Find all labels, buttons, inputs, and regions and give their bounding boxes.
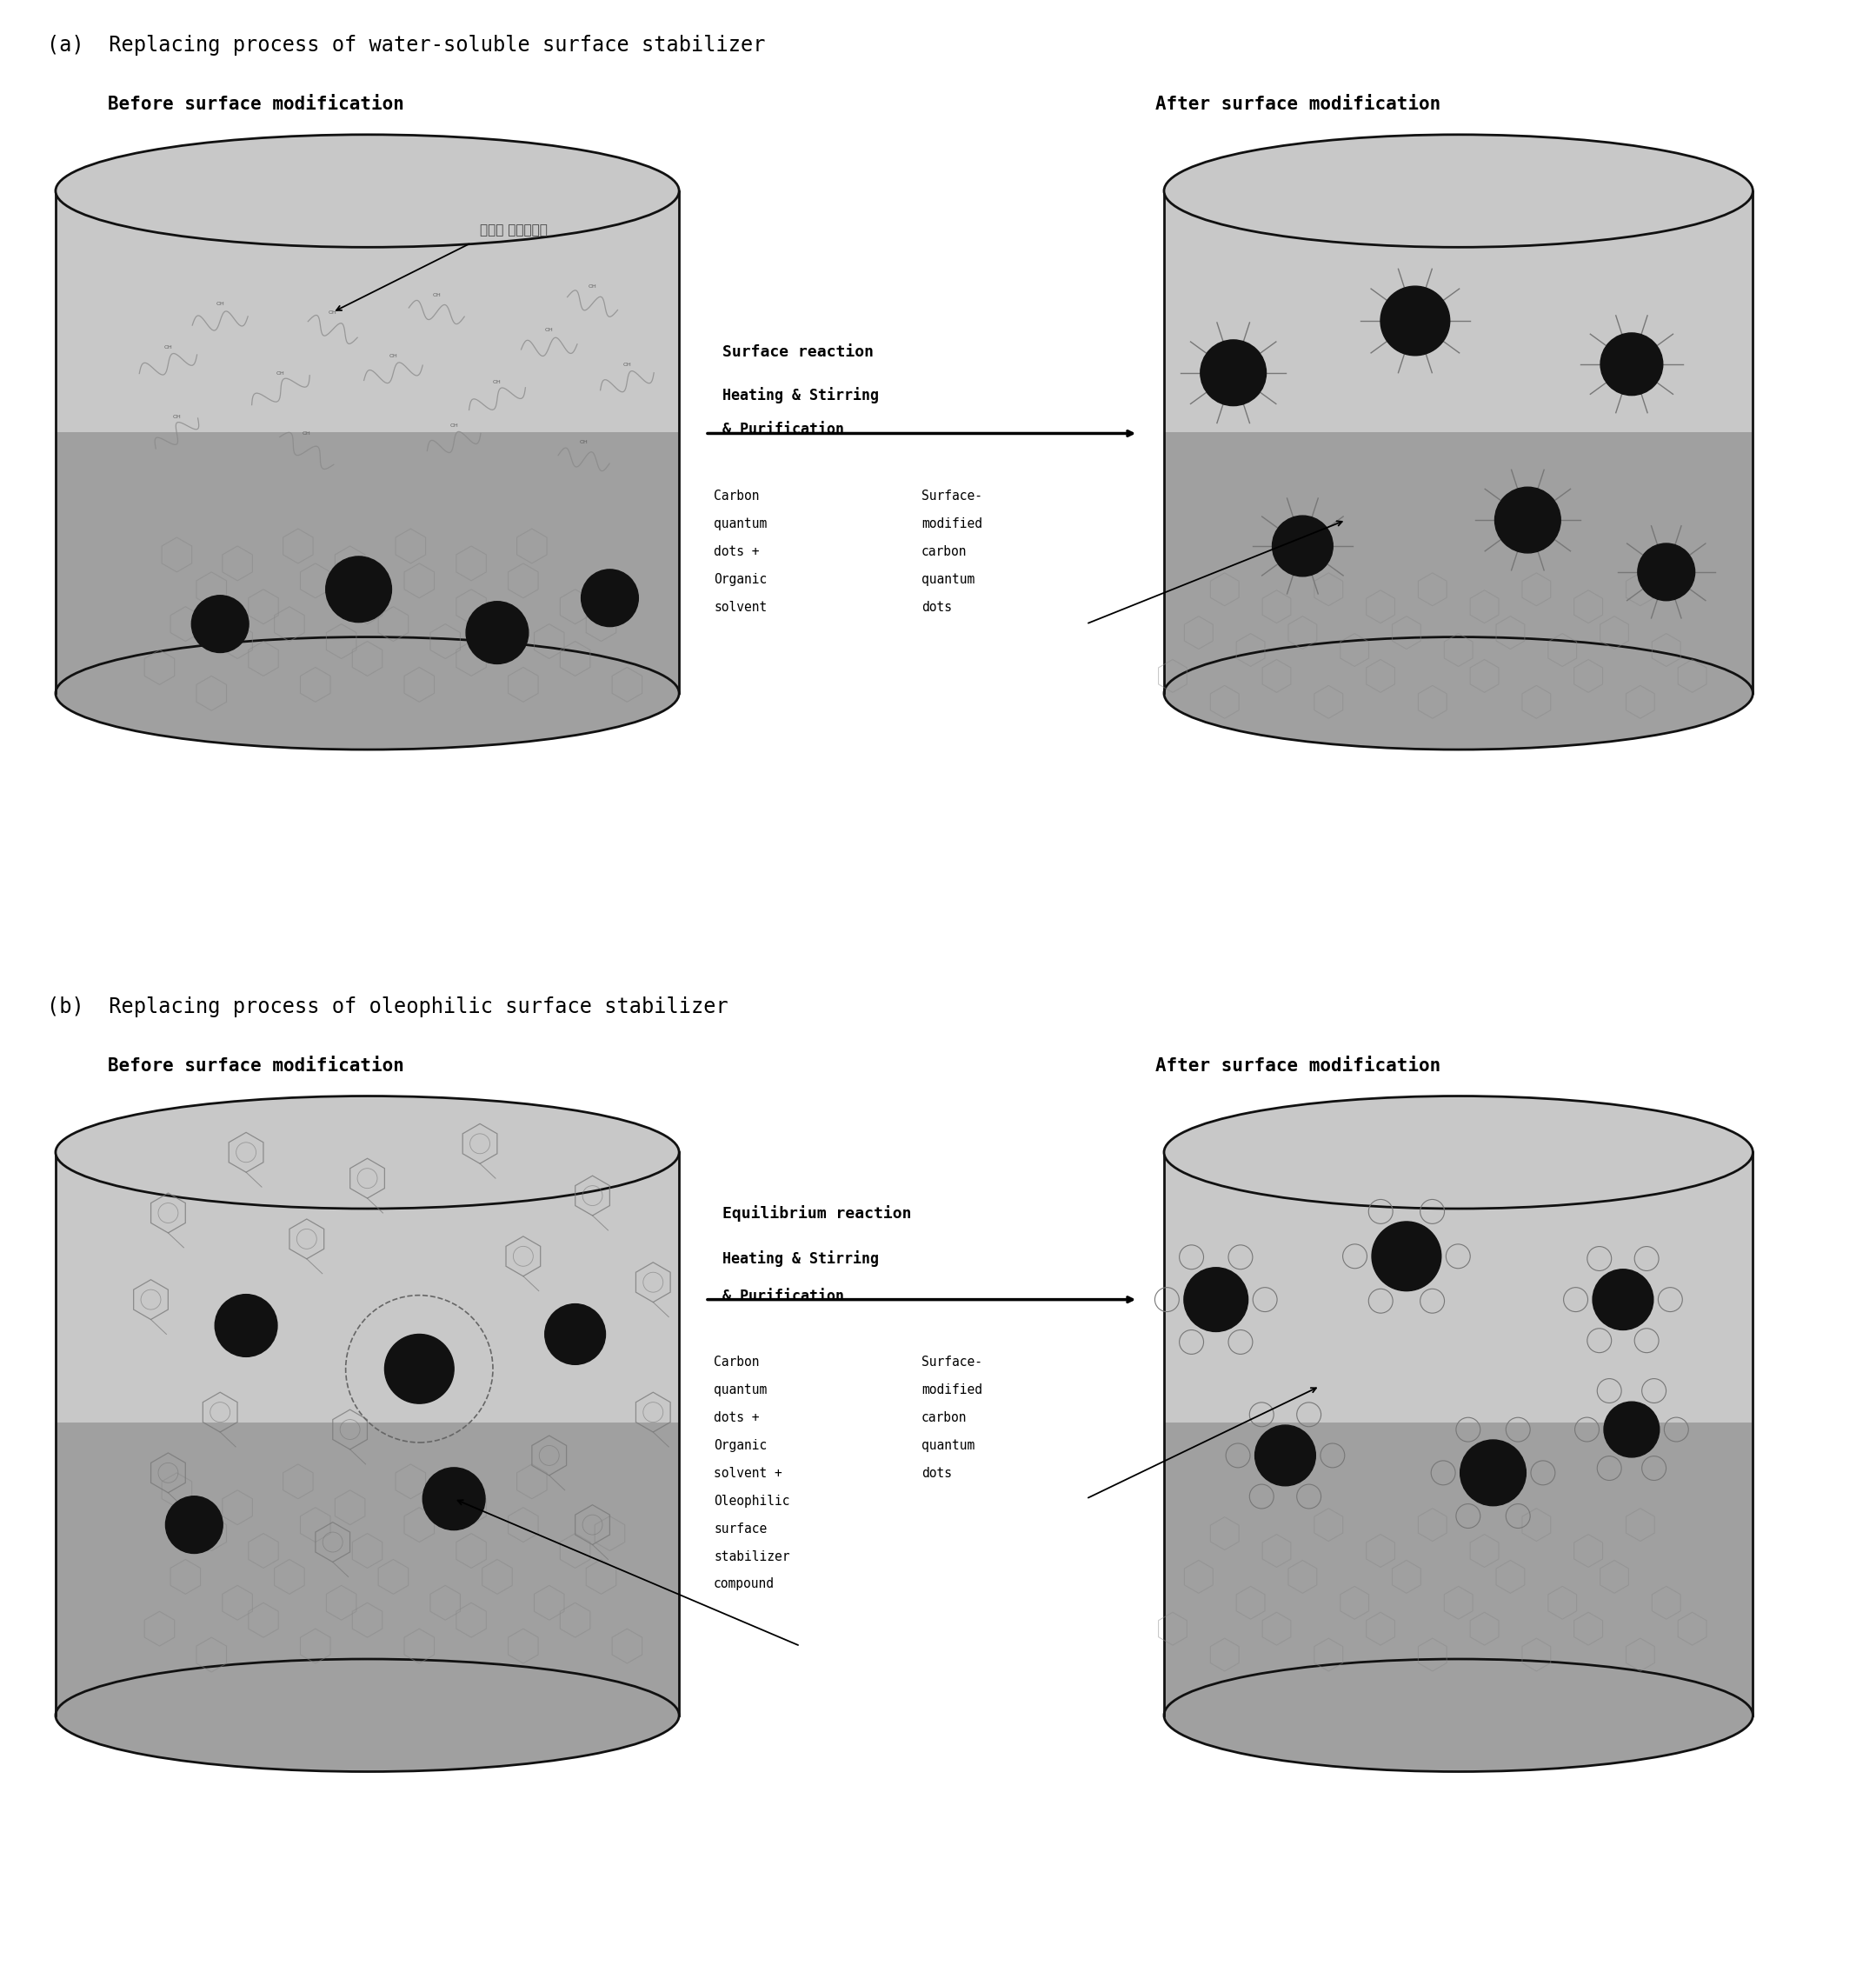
Text: Carbon: Carbon — [713, 489, 760, 503]
Text: OH: OH — [163, 344, 173, 350]
Circle shape — [385, 1334, 454, 1403]
Text: Surface reaction: Surface reaction — [722, 344, 874, 360]
Circle shape — [1184, 1267, 1248, 1332]
Ellipse shape — [56, 135, 679, 247]
Text: OH: OH — [388, 354, 398, 358]
Text: (a)  Replacing process of water-soluble surface stabilizer: (a) Replacing process of water-soluble s… — [47, 36, 765, 55]
Ellipse shape — [1163, 135, 1752, 247]
Ellipse shape — [1163, 1658, 1752, 1771]
Text: modified: modified — [921, 1383, 983, 1397]
Circle shape — [165, 1496, 223, 1554]
Text: dots: dots — [921, 1466, 951, 1480]
Ellipse shape — [56, 1658, 679, 1771]
Text: Surface-: Surface- — [921, 489, 983, 503]
Circle shape — [191, 596, 250, 653]
Text: After surface modification: After surface modification — [1156, 1057, 1441, 1075]
Text: surface: surface — [713, 1522, 767, 1536]
Text: Organic: Organic — [713, 1439, 767, 1453]
Circle shape — [1460, 1441, 1525, 1506]
Circle shape — [216, 1294, 278, 1358]
Text: & Purification: & Purification — [722, 422, 844, 437]
Text: OH: OH — [580, 441, 587, 445]
Text: dots: dots — [921, 600, 951, 613]
Circle shape — [465, 602, 529, 663]
Text: quantum: quantum — [713, 1383, 767, 1397]
Polygon shape — [56, 190, 679, 431]
Polygon shape — [1163, 431, 1752, 693]
Text: solvent: solvent — [713, 600, 767, 613]
Circle shape — [422, 1468, 486, 1530]
Text: OH: OH — [431, 293, 441, 297]
Text: quantum: quantum — [921, 1439, 976, 1453]
Polygon shape — [56, 431, 679, 693]
Text: quantum: quantum — [921, 572, 976, 586]
Ellipse shape — [1163, 1096, 1752, 1209]
Circle shape — [1201, 340, 1266, 406]
Text: Heating & Stirring: Heating & Stirring — [722, 386, 878, 404]
Circle shape — [1495, 487, 1561, 552]
Circle shape — [1272, 517, 1332, 576]
Circle shape — [1593, 1269, 1653, 1330]
Circle shape — [1604, 1401, 1660, 1457]
Text: OH: OH — [544, 329, 553, 332]
Ellipse shape — [1163, 637, 1752, 750]
Circle shape — [326, 556, 392, 621]
Text: Surface-: Surface- — [921, 1356, 983, 1369]
Text: solvent +: solvent + — [713, 1466, 782, 1480]
Text: & Purification: & Purification — [722, 1288, 844, 1304]
Text: Before surface modification: Before surface modification — [107, 95, 403, 113]
Text: Equilibrium reaction: Equilibrium reaction — [722, 1205, 912, 1221]
Text: dots +: dots + — [713, 1411, 760, 1425]
Text: OH: OH — [493, 380, 501, 384]
Circle shape — [1381, 287, 1450, 356]
Text: Heating & Stirring: Heating & Stirring — [722, 1251, 878, 1267]
Polygon shape — [1163, 190, 1752, 431]
Text: OH: OH — [589, 285, 597, 289]
Text: dots +: dots + — [713, 544, 760, 558]
Text: OH: OH — [623, 362, 630, 366]
Text: Oleophilic: Oleophilic — [713, 1494, 790, 1508]
Text: Before surface modification: Before surface modification — [107, 1057, 403, 1075]
Text: stabilizer: stabilizer — [713, 1550, 790, 1563]
Circle shape — [544, 1304, 606, 1366]
Polygon shape — [1163, 1152, 1752, 1423]
Text: OH: OH — [450, 424, 458, 427]
Text: OH: OH — [216, 301, 225, 307]
Polygon shape — [1163, 1423, 1752, 1716]
Ellipse shape — [56, 637, 679, 750]
Text: OH: OH — [173, 414, 180, 420]
Polygon shape — [56, 1152, 679, 1423]
Text: (b)  Replacing process of oleophilic surface stabilizer: (b) Replacing process of oleophilic surf… — [47, 997, 728, 1017]
Text: Organic: Organic — [713, 572, 767, 586]
Text: compound: compound — [713, 1577, 775, 1591]
Circle shape — [582, 570, 638, 627]
Polygon shape — [56, 1423, 679, 1716]
Circle shape — [1371, 1221, 1441, 1290]
Text: 수용성 표면안정제: 수용성 표면안정제 — [480, 224, 548, 236]
Text: carbon: carbon — [921, 1411, 968, 1425]
Text: OH: OH — [276, 370, 285, 376]
Text: quantum: quantum — [713, 517, 767, 530]
Text: OH: OH — [302, 431, 311, 435]
Text: OH: OH — [328, 311, 338, 315]
Circle shape — [1255, 1425, 1315, 1486]
Circle shape — [1600, 332, 1662, 396]
Text: carbon: carbon — [921, 544, 968, 558]
Circle shape — [1638, 544, 1694, 600]
Text: modified: modified — [921, 517, 983, 530]
Text: After surface modification: After surface modification — [1156, 95, 1441, 113]
Text: Carbon: Carbon — [713, 1356, 760, 1369]
Ellipse shape — [56, 1096, 679, 1209]
